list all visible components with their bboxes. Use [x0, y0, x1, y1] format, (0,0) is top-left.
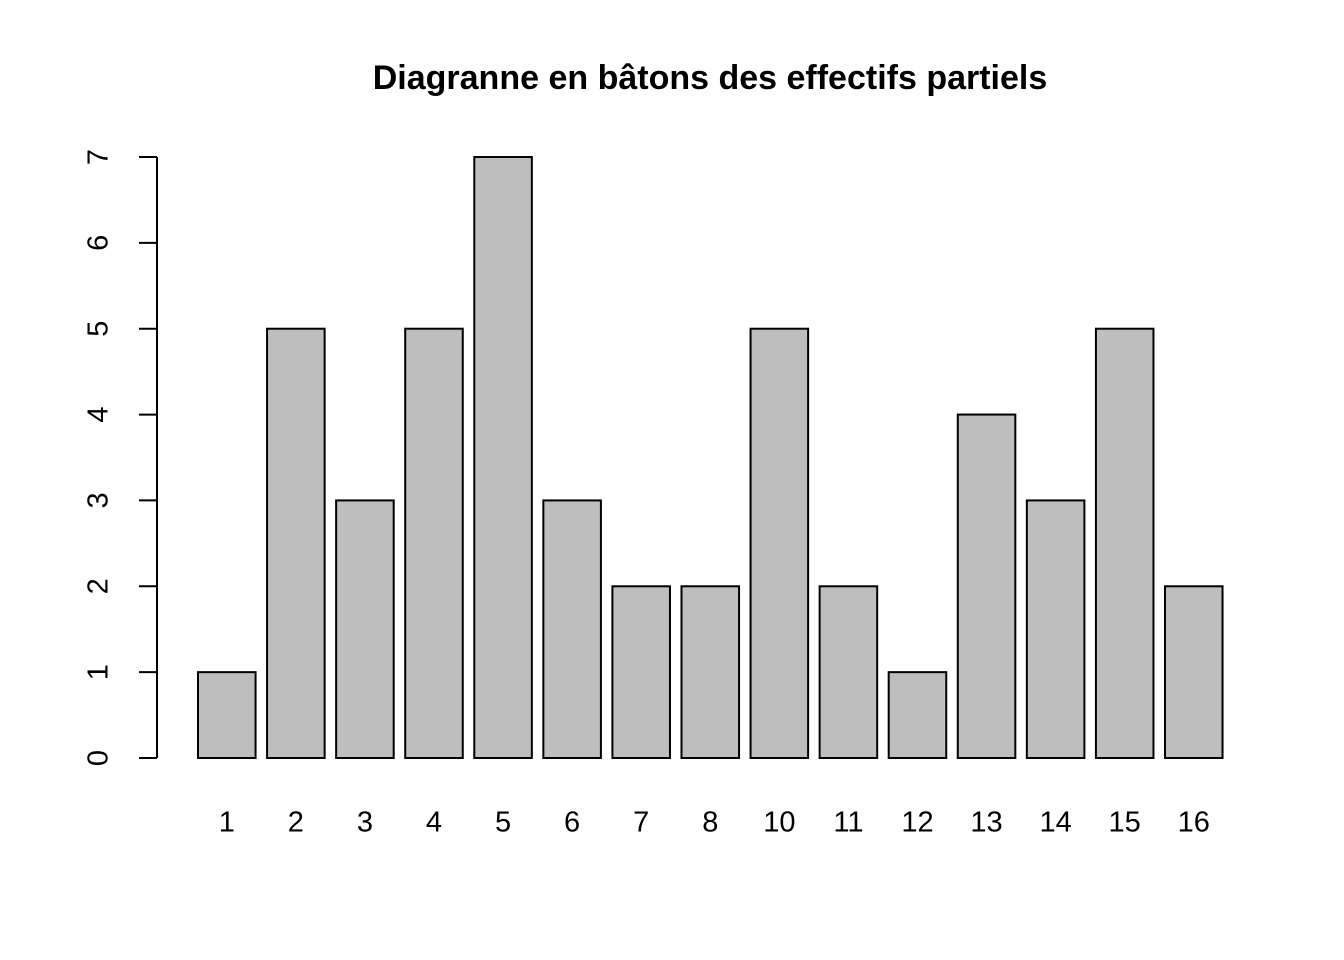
- bar: [680, 585, 741, 759]
- bar: [266, 327, 326, 759]
- x-tick-label: 14: [1039, 807, 1071, 839]
- y-tick-label: 7: [83, 149, 115, 165]
- bar: [335, 499, 395, 759]
- y-tick-label: 6: [83, 235, 115, 251]
- bar: [611, 585, 671, 759]
- x-tick-label: 11: [833, 807, 863, 839]
- bar: [818, 585, 879, 759]
- y-tick-label: 0: [83, 750, 115, 766]
- x-tick-label: 7: [633, 807, 649, 839]
- x-tick-label: 8: [702, 807, 718, 839]
- bar: [473, 156, 533, 759]
- x-tick-label: 13: [970, 807, 1002, 839]
- y-tick-label: 1: [83, 664, 115, 680]
- bar: [1025, 499, 1086, 759]
- x-tick-label: 16: [1178, 807, 1210, 839]
- x-tick-label: 15: [1109, 807, 1141, 839]
- y-tick-label: 3: [83, 492, 115, 508]
- bar: [749, 327, 810, 759]
- bar: [404, 327, 464, 759]
- bar: [956, 413, 1017, 759]
- bar: [197, 671, 257, 760]
- x-tick-label: 2: [288, 807, 304, 839]
- x-tick-label: 4: [426, 807, 442, 839]
- y-tick-label: 4: [83, 407, 115, 423]
- y-tick-label: 2: [83, 578, 115, 594]
- x-tick-label: 3: [357, 807, 373, 839]
- bar: [542, 499, 602, 759]
- bar: [1094, 327, 1155, 759]
- chart-title: Diagranne en bâtons des effectifs partie…: [373, 59, 1048, 97]
- y-tick-label: 5: [83, 321, 115, 337]
- x-tick-label: 5: [495, 807, 511, 839]
- x-tick-label: 10: [763, 807, 795, 839]
- bar: [887, 671, 948, 760]
- bar: [1163, 585, 1224, 759]
- x-tick-label: 12: [901, 807, 933, 839]
- x-tick-label: 1: [219, 807, 235, 839]
- x-tick-label: 6: [564, 807, 580, 839]
